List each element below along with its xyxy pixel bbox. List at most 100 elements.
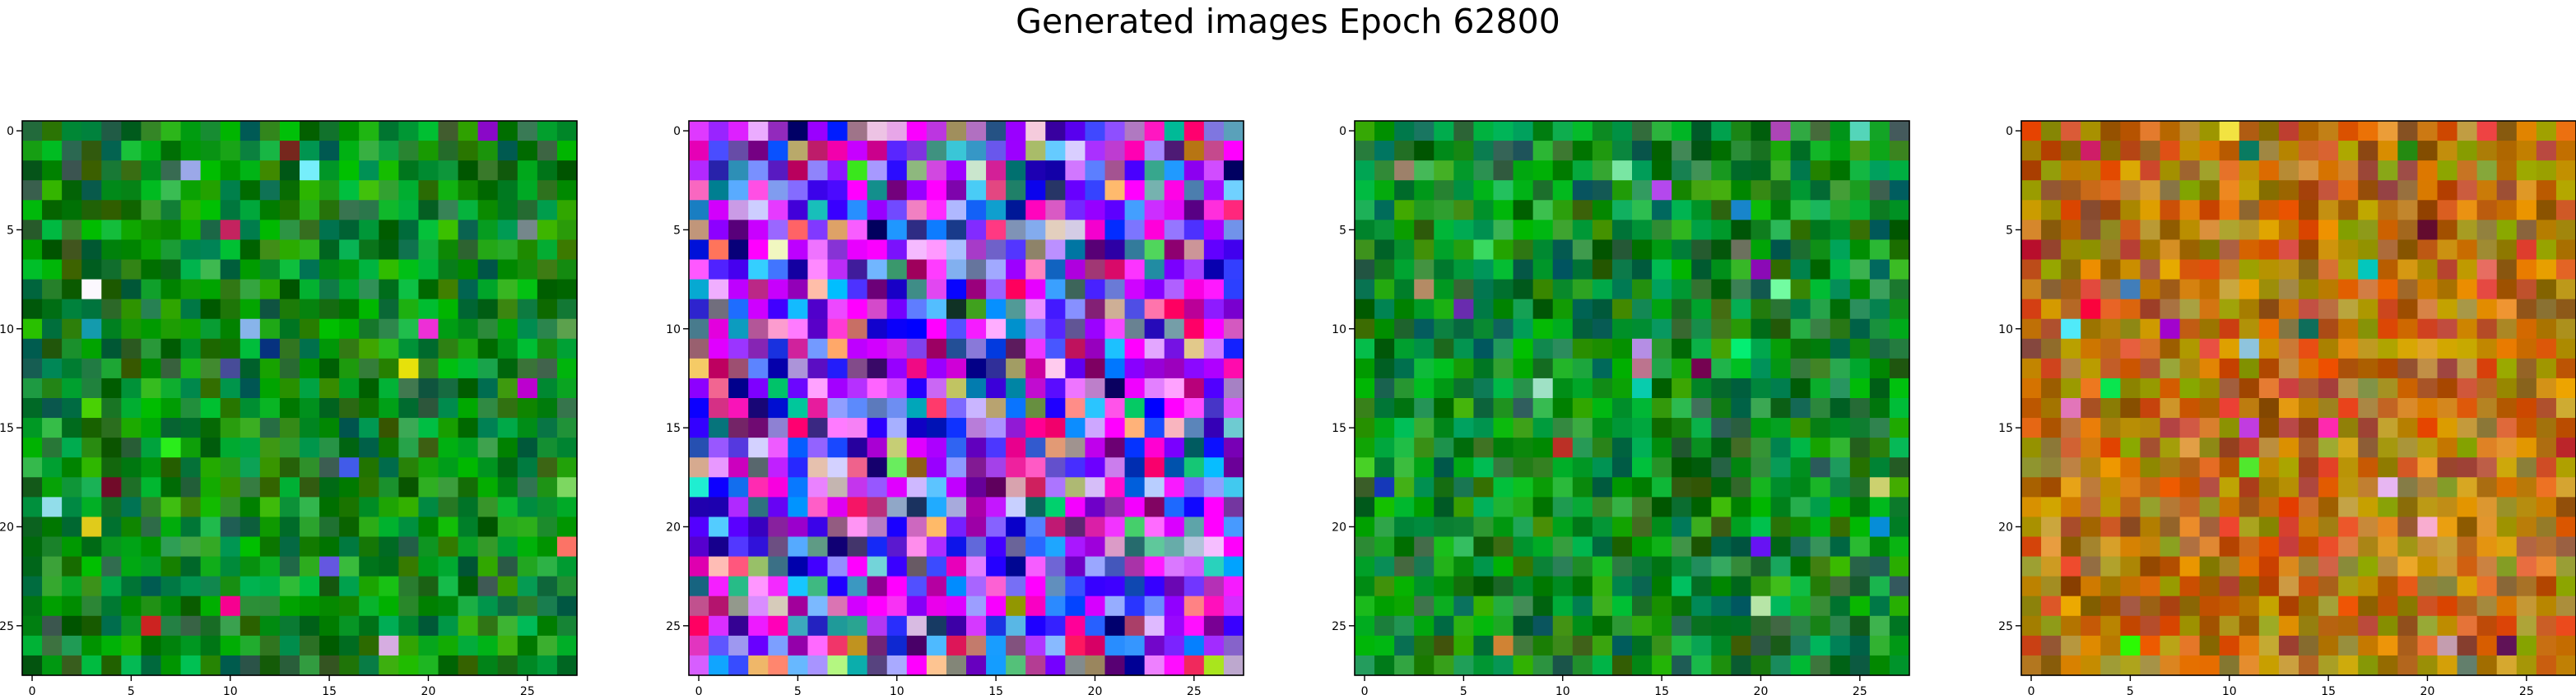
pixel-cell — [2476, 121, 2498, 141]
pixel-cell — [1203, 517, 1225, 538]
pixel-cell — [1434, 655, 1454, 676]
pixel-cell — [2457, 595, 2478, 617]
pixel-cell — [2258, 635, 2280, 656]
pixel-cell — [438, 121, 459, 141]
pixel-cell — [339, 220, 360, 241]
pixel-cell — [2239, 200, 2260, 220]
pixel-cell — [239, 318, 261, 340]
pixel-cell — [2318, 299, 2339, 320]
pixel-cell — [966, 497, 987, 518]
pixel-cell — [517, 338, 538, 359]
pixel-cell — [379, 536, 399, 558]
axes-frame — [688, 120, 1244, 676]
pixel-cell — [2397, 378, 2419, 399]
pixel-cell — [2536, 517, 2557, 538]
pixel-cell — [2417, 279, 2439, 300]
pixel-cell — [1394, 497, 1415, 518]
pixel-cell — [2299, 318, 2319, 340]
pixel-cell — [886, 576, 908, 597]
pixel-cell — [1085, 536, 1106, 558]
pixel-cell — [728, 239, 749, 261]
pixel-cell — [141, 239, 162, 261]
pixel-cell — [906, 457, 928, 478]
pixel-cell — [1434, 358, 1454, 379]
pixel-cell — [1473, 160, 1495, 181]
pixel-cell — [1770, 398, 1792, 419]
pixel-cell — [709, 239, 729, 261]
pixel-cell — [62, 438, 82, 458]
pixel-cell — [1065, 576, 1086, 597]
pixel-cell — [867, 259, 888, 280]
pixel-cell — [1223, 239, 1244, 261]
pixel-cell — [1849, 655, 1871, 676]
pixel-cell — [2100, 438, 2121, 458]
pixel-cell — [1849, 121, 1871, 141]
pixel-cell — [886, 418, 908, 438]
pixel-cell — [279, 338, 300, 359]
pixel-cell — [2476, 180, 2498, 201]
pixel-cell — [2160, 299, 2181, 320]
pixel-cell — [2338, 141, 2359, 161]
pixel-cell — [1394, 239, 1415, 261]
pixel-cell — [847, 517, 868, 538]
pixel-cell — [497, 615, 518, 637]
pixel-cell — [827, 655, 849, 676]
pixel-cell — [2021, 517, 2042, 538]
pixel-cell — [2140, 517, 2161, 538]
pixel-cell — [2516, 615, 2537, 637]
pixel-cell — [2318, 595, 2339, 617]
pixel-cell — [1572, 576, 1593, 597]
pixel-cell — [359, 121, 379, 141]
pixel-cell — [1889, 358, 1910, 379]
pixel-cell — [2516, 655, 2537, 676]
pixel-cell — [986, 418, 1007, 438]
pixel-cell — [101, 358, 122, 379]
pixel-cell — [438, 398, 459, 419]
pixel-cell — [2239, 259, 2260, 280]
pixel-cell — [1394, 477, 1415, 498]
pixel-cell — [1374, 358, 1395, 379]
pixel-cell — [709, 121, 729, 141]
pixel-cell — [946, 160, 967, 181]
pixel-cell — [398, 200, 420, 220]
pixel-cell — [1374, 615, 1395, 637]
pixel-cell — [926, 200, 947, 220]
pixel-cell — [239, 635, 261, 656]
pixel-cell — [1770, 418, 1792, 438]
pixel-cell — [2437, 655, 2458, 676]
pixel-cell — [359, 338, 379, 359]
pixel-cell — [2318, 655, 2339, 676]
pixel-cell — [537, 457, 558, 478]
pixel-cell — [1889, 457, 1910, 478]
pixel-cell — [2041, 497, 2062, 518]
pixel-cell — [1611, 358, 1633, 379]
pixel-cell — [2100, 180, 2121, 201]
pixel-cell — [827, 457, 849, 478]
pixel-cell — [1751, 220, 1772, 241]
pixel-cell — [1124, 200, 1146, 220]
pixel-cell — [517, 576, 538, 597]
pixel-cell — [1790, 457, 1811, 478]
pixel-cell — [2081, 259, 2101, 280]
pixel-cell — [141, 536, 162, 558]
pixel-cell — [2258, 299, 2280, 320]
pixel-cell — [2476, 398, 2498, 419]
pixel-cell — [1374, 299, 1395, 320]
x-tick-label: 10 — [1555, 685, 1570, 695]
pixel-cell — [1144, 180, 1165, 201]
pixel-cell — [141, 299, 162, 320]
pixel-cell — [2496, 121, 2518, 141]
pixel-cell — [2536, 121, 2557, 141]
pixel-cell — [2299, 299, 2319, 320]
x-tick-label: 5 — [128, 685, 135, 695]
pixel-cell — [1374, 457, 1395, 478]
pixel-cell — [1652, 556, 1672, 577]
pixel-cell — [2258, 457, 2280, 478]
pixel-cell — [1513, 318, 1534, 340]
pixel-cell — [2199, 299, 2220, 320]
pixel-cell — [946, 378, 967, 399]
pixel-cell — [2437, 378, 2458, 399]
pixel-cell — [160, 497, 182, 518]
pixel-cell — [2021, 635, 2042, 656]
pixel-cell — [986, 536, 1007, 558]
